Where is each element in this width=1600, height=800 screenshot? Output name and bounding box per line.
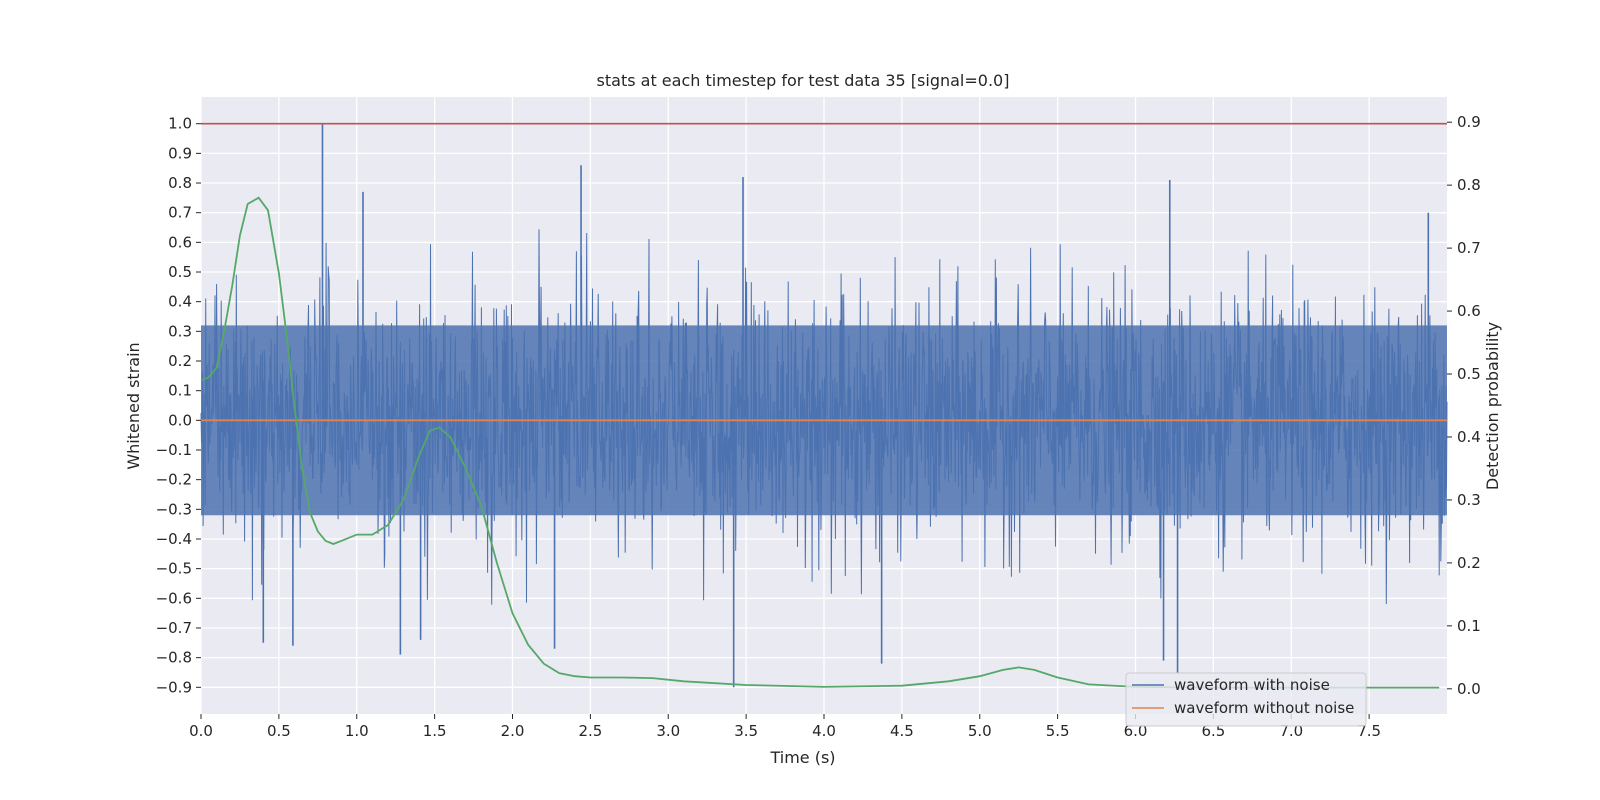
- y2-tick-label: 0.1: [1457, 617, 1481, 635]
- y-tick-label: 0.8: [168, 174, 192, 192]
- y2-axis-label: Detection probability: [1483, 322, 1502, 490]
- y-tick-label: −0.9: [156, 678, 192, 696]
- x-tick-label: 2.0: [501, 722, 525, 740]
- y2-tick-label: 0.4: [1457, 428, 1481, 446]
- y-tick-label: 0.3: [168, 322, 192, 340]
- y2-tick-label: 0.5: [1457, 365, 1481, 383]
- y2-tick-label: 0.3: [1457, 491, 1481, 509]
- x-tick-label: 5.5: [1046, 722, 1070, 740]
- x-tick-label: 3.0: [656, 722, 680, 740]
- y-tick-label: 1.0: [168, 115, 192, 133]
- axes: 0.0 0.5 1.0 1.5 2.0 2.5 3.0 3.5 4.0 4.5 5.0 5.5 6.0 6…: [156, 113, 1481, 740]
- x-tick-label: 4.5: [890, 722, 914, 740]
- y-tick-label: 0.6: [168, 233, 192, 251]
- y-tick-label: −0.1: [156, 441, 192, 459]
- y-axis-label: Whitened strain: [124, 342, 143, 469]
- x-tick-label: 1.5: [423, 722, 447, 740]
- x-tick-label: 1.0: [345, 722, 369, 740]
- x-tick-label: 7.5: [1357, 722, 1381, 740]
- legend-label-noise: waveform with noise: [1174, 676, 1330, 694]
- x-tick-label: 5.0: [968, 722, 992, 740]
- y-tick-label: 0.9: [168, 144, 192, 162]
- y2-tick-label: 0.7: [1457, 239, 1481, 257]
- legend-box: [1125, 672, 1367, 727]
- y-tick-label: −0.4: [156, 530, 192, 548]
- y2-tick-label: 0.2: [1457, 554, 1481, 572]
- chart-title: stats at each timestep for test data 35 …: [597, 71, 1010, 90]
- y-tick-label: 0.2: [168, 352, 192, 370]
- y2-tick-label: 0.6: [1457, 302, 1481, 320]
- x-tick-label: 0.5: [267, 722, 291, 740]
- y-tick-label: −0.7: [156, 619, 192, 637]
- x-tick-label: 2.5: [578, 722, 602, 740]
- y2-tick-label: 0.0: [1457, 680, 1481, 698]
- y-tick-label: −0.3: [156, 500, 192, 518]
- x-tick-label: 3.5: [734, 722, 758, 740]
- detection-probability-line: [200, 196, 1440, 689]
- x-tick-label: 0.0: [189, 722, 213, 740]
- y-tick-label: 0.4: [168, 293, 192, 311]
- y-tick-label: 0.0: [168, 411, 192, 429]
- y-tick-label: −0.2: [156, 471, 192, 489]
- x-tick-label: 4.0: [812, 722, 836, 740]
- y2-tick-label: 0.9: [1457, 113, 1481, 131]
- y-tick-label: −0.6: [156, 589, 192, 607]
- y-tick-label: −0.8: [156, 649, 192, 667]
- y-tick-label: 0.7: [168, 204, 192, 222]
- y-tick-label: 0.5: [168, 263, 192, 281]
- line-series: [200, 122, 1447, 689]
- legend-label-clean: waveform without noise: [1174, 699, 1354, 717]
- x-axis-label: Time (s): [769, 748, 835, 767]
- y-tick-label: 0.1: [168, 382, 192, 400]
- legend: waveform with noise waveform without noi…: [1125, 672, 1367, 727]
- y-tick-label: −0.5: [156, 560, 192, 578]
- y2-tick-label: 0.8: [1457, 176, 1481, 194]
